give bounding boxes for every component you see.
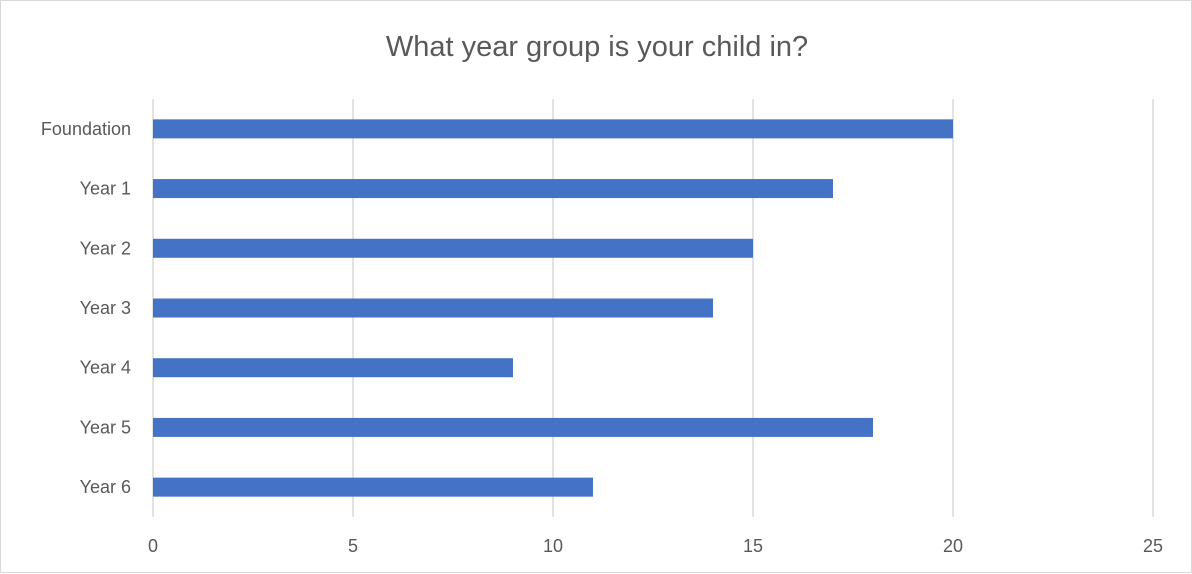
bars — [153, 119, 953, 497]
x-tick-label: 25 — [1143, 536, 1163, 556]
x-tick-label: 10 — [543, 536, 563, 556]
category-label: Year 6 — [80, 477, 131, 497]
category-label: Year 1 — [80, 179, 131, 199]
x-tick-label: 15 — [743, 536, 763, 556]
bar-year-5 — [153, 417, 873, 437]
category-labels: Foundation Year 1 Year 2 Year 3 Year 4 Year 5… — [41, 119, 131, 497]
bar-year-6 — [153, 477, 593, 497]
bar-year-3 — [153, 298, 713, 318]
category-label: Year 5 — [80, 417, 131, 437]
category-label: Year 2 — [80, 238, 131, 258]
bar-year-1 — [153, 179, 833, 199]
x-tick-label: 20 — [943, 536, 963, 556]
category-label: Year 3 — [80, 298, 131, 318]
x-axis-tick-labels: 0 5 10 15 20 25 — [148, 536, 1163, 556]
category-label: Year 4 — [80, 358, 131, 378]
x-tick-label: 0 — [148, 536, 158, 556]
chart-title: What year group is your child in? — [386, 31, 808, 63]
bar-year-4 — [153, 358, 513, 378]
x-tick-label: 5 — [348, 536, 358, 556]
bar-year-2 — [153, 238, 753, 258]
bar-foundation — [153, 119, 953, 139]
category-label: Foundation — [41, 119, 131, 139]
